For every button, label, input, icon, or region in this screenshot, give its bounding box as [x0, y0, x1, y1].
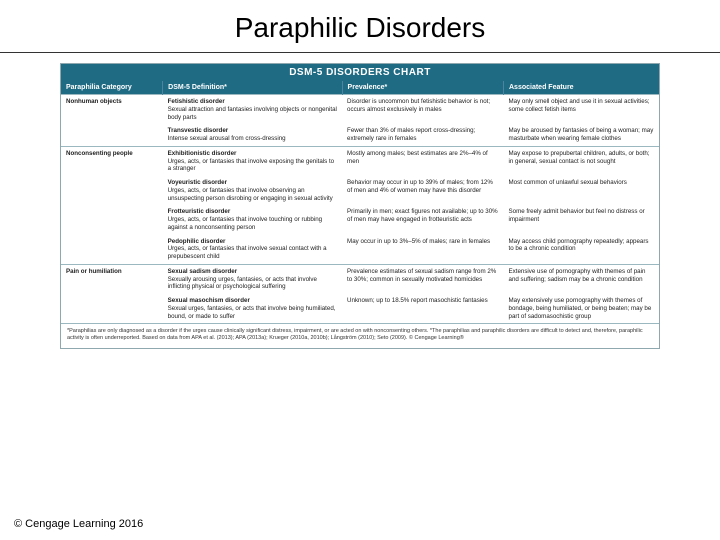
chart-title: DSM-5 DISORDERS CHART [61, 64, 659, 81]
cell-prevalence: Disorder is uncommon but fetishistic beh… [342, 95, 503, 125]
table-row: Nonconsenting peopleExhibitionistic diso… [61, 146, 659, 176]
disorders-table: Paraphilia Category DSM-5 Definition* Pr… [61, 81, 659, 323]
col-definition: DSM-5 Definition* [163, 81, 342, 95]
cell-feature: Some freely admit behavior but feel no d… [504, 205, 660, 234]
cell-category [61, 294, 163, 323]
cell-definition: Exhibitionistic disorderUrges, acts, or … [163, 146, 342, 176]
cell-prevalence: May occur in up to 3%–5% of males; rare … [342, 235, 503, 265]
cell-prevalence: Unknown; up to 18.5% report masochistic … [342, 294, 503, 323]
cell-prevalence: Mostly among males; best estimates are 2… [342, 146, 503, 176]
cell-feature: Extensive use of pornography with themes… [504, 264, 660, 294]
cell-feature: May be aroused by fantasies of being a w… [504, 124, 660, 146]
col-category: Paraphilia Category [61, 81, 163, 95]
cell-definition: Voyeuristic disorderUrges, acts, or fant… [163, 176, 342, 205]
cell-feature: May expose to prepubertal children, adul… [504, 146, 660, 176]
cell-definition: Pedophilic disorderUrges, acts, or fanta… [163, 235, 342, 265]
col-feature: Associated Feature [504, 81, 660, 95]
cell-category: Nonconsenting people [61, 146, 163, 176]
cell-feature: Most common of unlawful sexual behaviors [504, 176, 660, 205]
col-prevalence: Prevalence* [342, 81, 503, 95]
cell-definition: Sexual sadism disorderSexually arousing … [163, 264, 342, 294]
copyright: © Cengage Learning 2016 [14, 518, 143, 530]
cell-category: Nonhuman objects [61, 95, 163, 125]
cell-prevalence: Prevalence estimates of sexual sadism ra… [342, 264, 503, 294]
table-header-row: Paraphilia Category DSM-5 Definition* Pr… [61, 81, 659, 95]
cell-definition: Transvestic disorderIntense sexual arous… [163, 124, 342, 146]
cell-category [61, 205, 163, 234]
cell-definition: Frotteuristic disorderUrges, acts, or fa… [163, 205, 342, 234]
cell-feature: May extensively use pornography with the… [504, 294, 660, 323]
cell-category [61, 176, 163, 205]
disorders-chart: DSM-5 DISORDERS CHART Paraphilia Categor… [60, 63, 660, 349]
table-row: Frotteuristic disorderUrges, acts, or fa… [61, 205, 659, 234]
cell-definition: Sexual masochism disorderSexual urges, f… [163, 294, 342, 323]
table-row: Pedophilic disorderUrges, acts, or fanta… [61, 235, 659, 265]
cell-feature: May access child pornography repeatedly;… [504, 235, 660, 265]
table-row: Voyeuristic disorderUrges, acts, or fant… [61, 176, 659, 205]
page-title: Paraphilic Disorders [0, 0, 720, 52]
cell-category [61, 124, 163, 146]
table-row: Transvestic disorderIntense sexual arous… [61, 124, 659, 146]
divider [0, 52, 720, 53]
cell-definition: Fetishistic disorderSexual attraction an… [163, 95, 342, 125]
footnote: *Paraphilias are only diagnosed as a dis… [61, 323, 659, 347]
cell-feature: May only smell object and use it in sexu… [504, 95, 660, 125]
table-row: Nonhuman objectsFetishistic disorderSexu… [61, 95, 659, 125]
cell-category [61, 235, 163, 265]
table-row: Sexual masochism disorderSexual urges, f… [61, 294, 659, 323]
cell-category: Pain or humiliation [61, 264, 163, 294]
cell-prevalence: Primarily in men; exact figures not avai… [342, 205, 503, 234]
table-row: Pain or humiliationSexual sadism disorde… [61, 264, 659, 294]
cell-prevalence: Behavior may occur in up to 39% of males… [342, 176, 503, 205]
cell-prevalence: Fewer than 3% of males report cross-dres… [342, 124, 503, 146]
